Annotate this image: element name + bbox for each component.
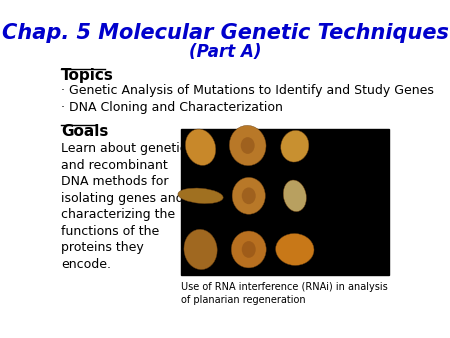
Ellipse shape [276, 234, 314, 265]
Text: Learn about genetic
and recombinant
DNA methods for
isolating genes and
characte: Learn about genetic and recombinant DNA … [61, 142, 187, 271]
Ellipse shape [230, 125, 266, 166]
Ellipse shape [185, 129, 216, 165]
Ellipse shape [242, 241, 256, 258]
Ellipse shape [284, 180, 306, 212]
Text: Topics: Topics [61, 68, 114, 83]
Ellipse shape [231, 231, 266, 268]
Text: Goals: Goals [61, 124, 108, 139]
Ellipse shape [281, 130, 309, 162]
Text: · Genetic Analysis of Mutations to Identify and Study Genes: · Genetic Analysis of Mutations to Ident… [61, 84, 434, 97]
Ellipse shape [241, 137, 255, 154]
Text: (Part A): (Part A) [189, 43, 261, 61]
Text: Chap. 5 Molecular Genetic Techniques: Chap. 5 Molecular Genetic Techniques [1, 23, 449, 43]
Ellipse shape [232, 177, 266, 214]
FancyBboxPatch shape [181, 129, 389, 274]
Ellipse shape [178, 188, 223, 203]
Ellipse shape [242, 188, 256, 204]
Text: · DNA Cloning and Characterization: · DNA Cloning and Characterization [61, 101, 283, 114]
Text: Use of RNA interference (RNAi) in analysis
of planarian regeneration: Use of RNA interference (RNAi) in analys… [181, 282, 388, 305]
Ellipse shape [184, 230, 217, 269]
